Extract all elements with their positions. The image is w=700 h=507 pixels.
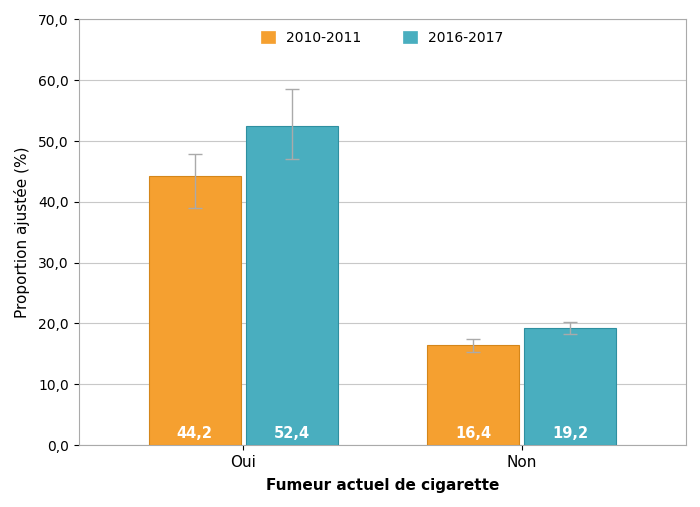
Text: 44,2: 44,2 [177, 426, 213, 441]
Legend: 2010-2011, 2016-2017: 2010-2011, 2016-2017 [257, 26, 508, 49]
Bar [524, 329, 616, 445]
Text: 16,4: 16,4 [455, 426, 491, 441]
Bar [427, 345, 519, 445]
Y-axis label: Proportion ajustée (%): Proportion ajustée (%) [14, 147, 30, 318]
Bar [246, 126, 337, 445]
Text: 19,2: 19,2 [552, 426, 588, 441]
Text: 52,4: 52,4 [274, 426, 309, 441]
X-axis label: Fumeur actuel de cigarette: Fumeur actuel de cigarette [266, 478, 499, 493]
Bar [149, 176, 241, 445]
